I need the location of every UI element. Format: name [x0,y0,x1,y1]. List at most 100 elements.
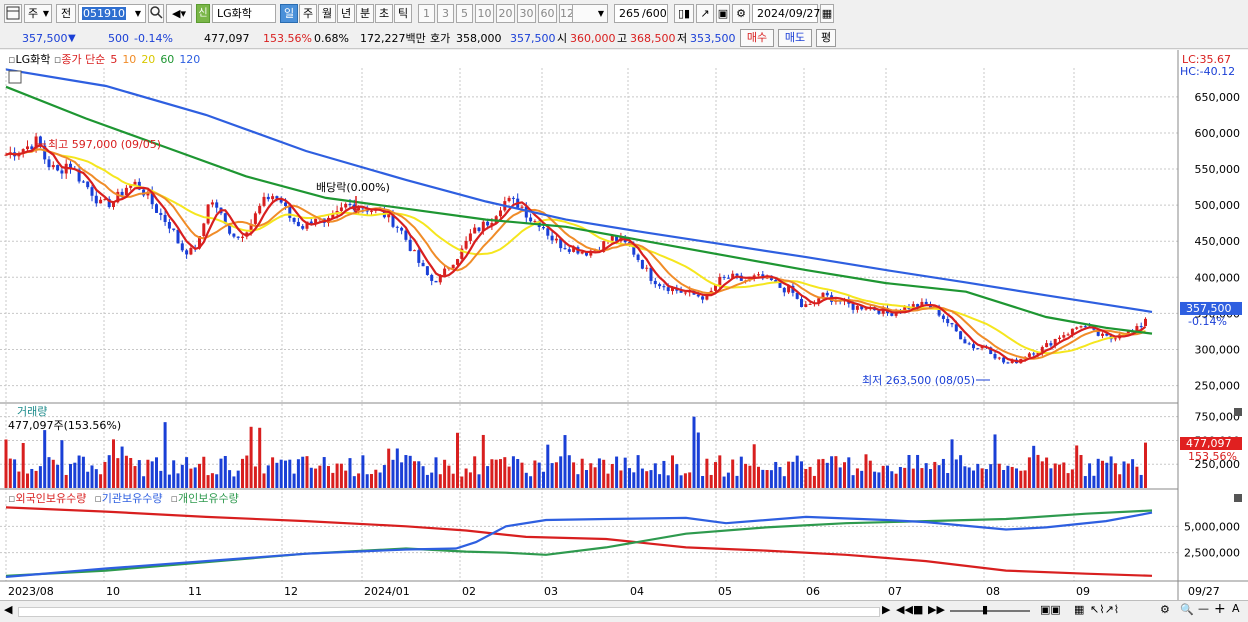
volume-bar [632,472,636,488]
candle-body [421,262,425,267]
stop-icon[interactable]: ■ [913,603,924,616]
interval-button-0[interactable]: 1 [418,4,435,23]
volume-bar [516,459,520,488]
prev-button[interactable]: 전 [56,4,76,23]
calendar-icon[interactable]: ▦ [820,4,834,23]
candle-body [481,221,485,231]
volume-bar [56,464,60,488]
candle-body [696,294,700,297]
volume-bar [1040,461,1044,488]
zoom-slider-handle[interactable]: ▮ [982,603,989,616]
gear-icon[interactable]: ⚙ [732,4,750,23]
candle-body [718,276,722,286]
time-tick-label: 09 [1076,585,1090,598]
candle-body [460,248,464,260]
date-field[interactable]: 2024/09/27 [752,4,820,23]
candle-body [542,227,545,229]
stock-chart[interactable]: 650,000 600,000 550,000 500,000 450,000 400,0… [0,50,1248,600]
market-type-select[interactable]: 주 ▼ [24,4,52,23]
volume-bar [400,462,404,488]
candle-body [236,236,240,238]
interval-button-1[interactable]: 3 [437,4,454,23]
period-tab-6[interactable]: 틱 [394,4,412,23]
candle-body [567,249,571,252]
candle-body [103,198,107,200]
candle-body [894,311,898,316]
volume-bar [348,458,352,488]
candle-body [701,296,705,300]
volume-bar [30,468,34,488]
candle-body [817,298,821,303]
count-field[interactable]: 265/600 [614,4,668,23]
volume-bar [916,454,920,488]
period-tab-3[interactable]: 년 [337,4,355,23]
interval-button-5[interactable]: 30 [517,4,536,23]
candle-body [585,251,588,256]
candle-type-icon[interactable]: ▯▮ [674,4,694,23]
candle-body [456,259,459,265]
volume-bar [1015,468,1018,488]
grid-icon[interactable]: ▦ [1074,603,1085,616]
period-tab-5[interactable]: 초 [375,4,393,23]
candle-body [451,264,455,269]
volume-bar [374,469,378,488]
interval-button-3[interactable]: 10 [475,4,494,23]
search-icon[interactable] [148,4,164,23]
font-size-icon[interactable]: A [1232,602,1240,615]
volume-bar [636,455,640,488]
candle-body [653,280,657,285]
candle-body [284,202,287,207]
volume-bar [438,474,442,488]
period-tab-0[interactable]: 일 [280,4,298,23]
draw-tool-icon[interactable]: ↗ [696,4,714,23]
candle-body [1083,326,1087,328]
scroll-right-icon[interactable]: ▶ [882,603,891,616]
settings-icon[interactable]: ⚙ [1160,603,1170,616]
avg-button[interactable]: 평 [816,29,836,47]
interval-select[interactable]: ▼ [572,4,608,23]
volume-bar [292,473,296,488]
volume-bar [468,472,472,488]
last-volume-label: 477,097 [1186,437,1232,450]
candle-body [417,250,421,263]
magnify-icon[interactable]: 🔍 [1180,603,1194,616]
volume-bar [911,468,915,488]
layout-icon[interactable]: ▣▣ [1040,603,1061,616]
candle-body [266,196,270,200]
stock-name-field[interactable]: LG화학 [212,4,276,23]
volume-bar [180,464,184,488]
zoom-slider[interactable] [950,610,1030,612]
candle-body [735,273,739,276]
volume-bar [296,459,300,488]
candle-body [43,145,47,160]
scroll-left-icon[interactable]: ◀ [4,603,13,616]
draw-tools-icon[interactable]: ↖⌇↗⌇ [1090,603,1120,616]
volume-bar [972,470,975,488]
save-icon[interactable]: ▣ [716,4,730,23]
candle-body [443,268,447,276]
candle-body [86,181,90,188]
interval-button-2[interactable]: 5 [456,4,473,23]
interval-button-4[interactable]: 20 [496,4,515,23]
interval-button-6[interactable]: 60 [538,4,557,23]
period-tab-2[interactable]: 월 [318,4,336,23]
horizontal-scrollbar[interactable] [18,607,880,617]
candle-body [69,163,72,169]
last-volume-box [1180,437,1242,450]
volume-bar [718,455,722,488]
time-tick-label: 2024/01 [364,585,410,598]
chart-menu-icon[interactable] [4,4,22,23]
zoom-in-icon[interactable]: + [1214,601,1226,617]
sell-button[interactable]: 매도 [778,29,812,47]
zoom-out-icon[interactable]: — [1198,602,1209,615]
ask-price: 357,500 [510,32,556,45]
stock-code-input[interactable]: 051910 ▼ [78,4,146,23]
volume-bar [327,466,330,488]
forward-icon[interactable]: ▶▶ [928,603,945,616]
period-tab-4[interactable]: 분 [356,4,374,23]
candle-body [972,344,975,349]
rewind-icon[interactable]: ◀◀ [896,603,913,616]
sound-icon[interactable]: ◀▾ [166,4,192,23]
period-tab-1[interactable]: 주 [299,4,317,23]
buy-button[interactable]: 매수 [740,29,774,47]
